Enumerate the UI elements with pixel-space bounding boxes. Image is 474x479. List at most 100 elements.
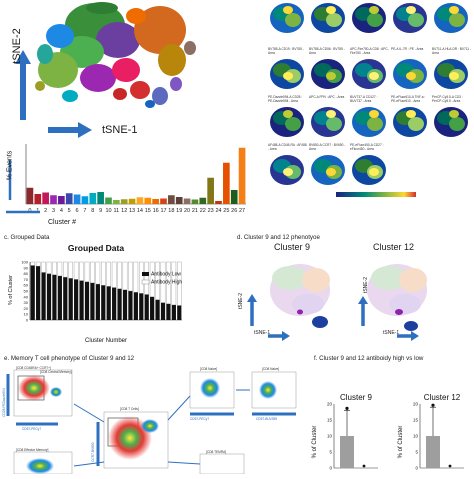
heat-blob bbox=[369, 110, 379, 118]
hist-tick-label: 2 bbox=[44, 208, 47, 214]
density-cloud bbox=[200, 378, 220, 398]
cluster-bar bbox=[340, 436, 354, 468]
marker-title: PE-eFluor450-A CD27 : eFluor450 - Area bbox=[350, 143, 384, 151]
panel-c-chart: Grouped Data 0 10 20 30 40 50 60 70 80 90 100 % of C… bbox=[0, 242, 205, 344]
marker-title: PE-eFluor610-A TNF-a : PE-eFluor610 - Ar… bbox=[391, 95, 426, 103]
grouped-bar-low bbox=[106, 286, 111, 320]
tsne-blob bbox=[158, 44, 186, 76]
marker-heatmap bbox=[350, 104, 388, 140]
grouped-bar-low bbox=[171, 304, 176, 320]
tsne-blob bbox=[62, 90, 78, 102]
grouped-bar-low bbox=[101, 285, 106, 320]
hist-bar bbox=[120, 199, 128, 204]
marker-heatmap bbox=[391, 0, 429, 36]
grouped-bar-low bbox=[36, 266, 41, 320]
grouped-bar-low bbox=[90, 282, 95, 320]
heat-blob bbox=[326, 72, 336, 80]
grouped-bar-low bbox=[150, 296, 155, 320]
legend-label-low: Antibody Low bbox=[151, 272, 181, 278]
heat-blob bbox=[406, 72, 416, 80]
center-xlabel: CD57-PECy7 bbox=[190, 417, 210, 421]
hist-tick-label: 6 bbox=[76, 208, 79, 214]
grouped-y-tick: 90 bbox=[24, 265, 29, 270]
grouped-bar-high bbox=[122, 261, 128, 290]
grouped-bar-low bbox=[68, 278, 73, 320]
grouped-bar-low bbox=[30, 265, 35, 320]
tsne-bg-blob bbox=[292, 294, 324, 314]
hist-bar bbox=[144, 197, 152, 204]
cluster-bar bbox=[426, 436, 440, 468]
grouped-bar-low bbox=[41, 272, 46, 320]
hist-bar bbox=[65, 193, 73, 204]
cluster-y-label: % of Cluster bbox=[312, 426, 318, 459]
grouped-bar-high bbox=[111, 261, 117, 288]
right-gate-3: [CD8 TEMRA] bbox=[206, 450, 227, 454]
hist-bar bbox=[97, 192, 104, 204]
heat-blob bbox=[326, 6, 336, 14]
panel-f-label: f. Cluster 9 and 12 antiboidy high vs lo… bbox=[314, 355, 424, 362]
hist-bar bbox=[26, 187, 34, 204]
hist-y-label: % Events bbox=[6, 150, 14, 181]
grouped-x-label: Cluster Number bbox=[85, 338, 127, 344]
density-cloud bbox=[108, 416, 152, 460]
marker-heatmap bbox=[309, 56, 347, 92]
heat-blob bbox=[285, 13, 301, 27]
hist-tick-label: 10 bbox=[105, 208, 111, 214]
panel-f-charts: Cluster 9 20 15 10 5 0 % of Cluster Cluster 12 2… bbox=[300, 364, 474, 474]
grouped-bar-low bbox=[155, 299, 160, 320]
grouped-bar-high bbox=[155, 261, 160, 300]
cluster-y-tick: 15 bbox=[327, 418, 333, 423]
grouped-y-tick: 20 bbox=[24, 306, 29, 311]
panel-e-label: e. Memory T cell phenotype of Cluster 9 … bbox=[4, 355, 135, 362]
flow-plot-right-bottom bbox=[199, 453, 245, 475]
heat-blob bbox=[367, 13, 383, 27]
hist-tick-label: 16 bbox=[153, 208, 159, 214]
grouped-bar-low bbox=[57, 275, 62, 320]
tsne-bg-blob bbox=[371, 266, 407, 290]
hist-tick-label: 4 bbox=[60, 208, 63, 214]
cluster-y-tick: 0 bbox=[329, 466, 332, 471]
density-cloud bbox=[259, 381, 277, 399]
heat-blob bbox=[369, 72, 379, 80]
grouped-bar-high bbox=[46, 261, 52, 274]
grouped-bar-low bbox=[95, 284, 100, 320]
grouped-bar-high bbox=[133, 261, 139, 293]
tsne-bg-blob bbox=[399, 268, 427, 292]
cluster12-ylabel: tSNE-2 bbox=[363, 276, 369, 294]
hist-tick-label: 20 bbox=[184, 208, 190, 214]
hist-tick-label: 14 bbox=[137, 208, 143, 214]
marker-heatmap bbox=[391, 56, 429, 92]
cluster12-xlabel: tSNE-1 bbox=[383, 330, 400, 336]
tsne-bg-blob bbox=[389, 294, 421, 314]
grouped-bar-high bbox=[57, 261, 63, 277]
grouped-bar-low bbox=[63, 277, 68, 320]
grouped-y-tick: 0 bbox=[26, 318, 29, 323]
marker-heatmap bbox=[350, 152, 388, 188]
data-point bbox=[345, 406, 349, 410]
panel-c-label: c. Grouped Data bbox=[4, 234, 50, 241]
grouped-y-tick: 60 bbox=[24, 283, 29, 288]
tsne-blob bbox=[184, 41, 196, 55]
heat-blob bbox=[406, 6, 416, 14]
hist-tick-label: 3 bbox=[52, 208, 55, 214]
data-point bbox=[362, 464, 366, 468]
hist-tick-label: 23 bbox=[208, 208, 214, 214]
grouped-bar-low bbox=[79, 280, 84, 320]
heat-blob bbox=[369, 168, 379, 176]
tsne-cluster-map bbox=[15, 2, 196, 138]
marker-heatmap bbox=[350, 0, 388, 36]
hist-bar bbox=[175, 197, 183, 204]
tsne-blob bbox=[152, 87, 168, 105]
hist-tick-label: 25 bbox=[223, 208, 229, 214]
cluster-chart-title: Cluster 9 bbox=[340, 393, 373, 402]
marker-title: BV785-A CD56 : BV785 - Area bbox=[309, 47, 345, 55]
hist-bar bbox=[136, 197, 144, 204]
marker-title: AF488-A CD45-RA : AF488 - Area bbox=[268, 143, 307, 151]
marker-title: APC-Fire750-A CD8 : APC-Fire750 - Area bbox=[350, 47, 389, 55]
panel-e-flow: [CD8 CD45RA+ CCR7+] [CD8 Central Memory]… bbox=[0, 362, 305, 475]
heat-blob bbox=[449, 72, 459, 80]
center-ylabel: CCR7-BV650 bbox=[91, 442, 96, 462]
hist-tick-label: 21 bbox=[192, 208, 198, 214]
grouped-bar-high bbox=[177, 261, 182, 306]
